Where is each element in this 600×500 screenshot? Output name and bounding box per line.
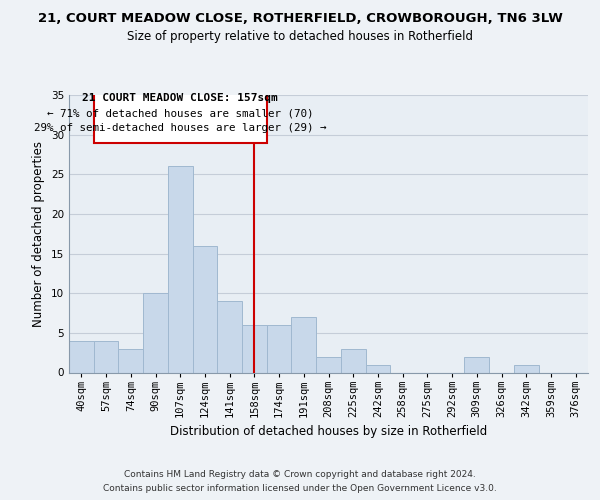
- Bar: [341, 348, 365, 372]
- Text: 21 COURT MEADOW CLOSE: 157sqm: 21 COURT MEADOW CLOSE: 157sqm: [82, 94, 278, 104]
- Bar: [365, 364, 390, 372]
- Bar: [514, 364, 539, 372]
- Bar: [267, 325, 292, 372]
- Bar: [217, 301, 242, 372]
- Bar: [242, 325, 267, 372]
- Bar: [94, 91, 267, 142]
- Bar: [292, 317, 316, 372]
- Text: Contains public sector information licensed under the Open Government Licence v3: Contains public sector information licen…: [103, 484, 497, 493]
- X-axis label: Distribution of detached houses by size in Rotherfield: Distribution of detached houses by size …: [170, 426, 487, 438]
- Text: 21, COURT MEADOW CLOSE, ROTHERFIELD, CROWBOROUGH, TN6 3LW: 21, COURT MEADOW CLOSE, ROTHERFIELD, CRO…: [38, 12, 562, 26]
- Bar: [94, 341, 118, 372]
- Bar: [69, 341, 94, 372]
- Bar: [143, 293, 168, 372]
- Text: Contains HM Land Registry data © Crown copyright and database right 2024.: Contains HM Land Registry data © Crown c…: [124, 470, 476, 479]
- Text: 29% of semi-detached houses are larger (29) →: 29% of semi-detached houses are larger (…: [34, 123, 326, 133]
- Bar: [464, 356, 489, 372]
- Bar: [168, 166, 193, 372]
- Y-axis label: Number of detached properties: Number of detached properties: [32, 141, 46, 327]
- Text: ← 71% of detached houses are smaller (70): ← 71% of detached houses are smaller (70…: [47, 108, 313, 118]
- Text: Size of property relative to detached houses in Rotherfield: Size of property relative to detached ho…: [127, 30, 473, 43]
- Bar: [118, 348, 143, 372]
- Bar: [193, 246, 217, 372]
- Bar: [316, 356, 341, 372]
